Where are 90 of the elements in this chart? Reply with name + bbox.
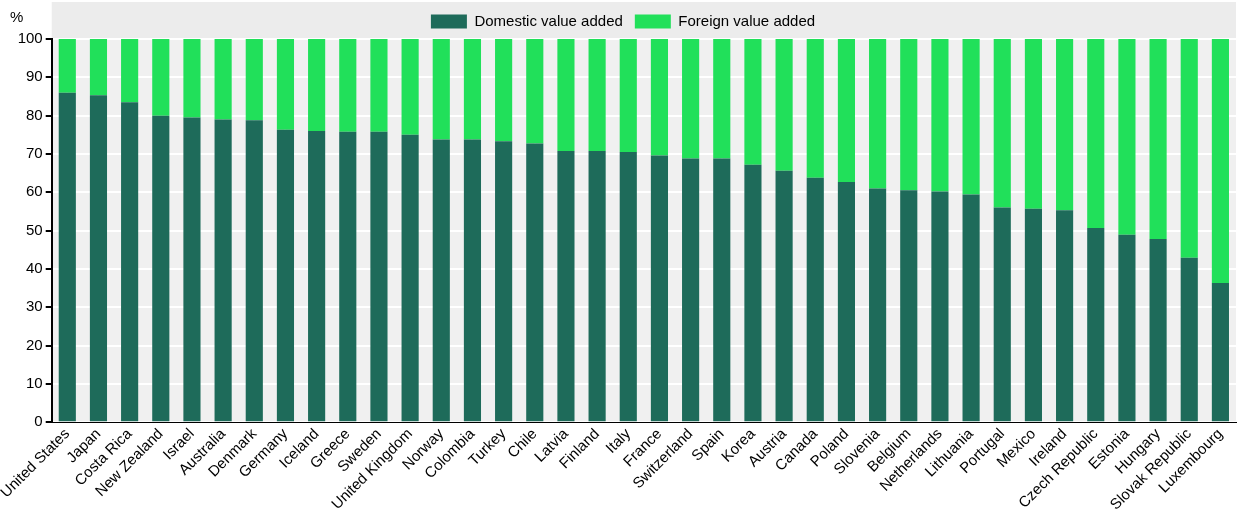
y-tick-label: 50 — [26, 220, 43, 238]
bar — [58, 92, 76, 422]
bar — [775, 39, 793, 171]
bar — [557, 150, 575, 422]
bar — [869, 39, 887, 189]
bar — [214, 119, 232, 422]
bar — [526, 39, 544, 144]
bar — [432, 139, 450, 422]
legend-label: Foreign value added — [678, 11, 816, 29]
bar — [806, 39, 824, 178]
bar — [1149, 239, 1167, 422]
bar — [806, 177, 824, 422]
bar — [713, 158, 731, 422]
bar — [339, 39, 357, 132]
bar — [1024, 39, 1042, 209]
bar — [962, 194, 980, 422]
y-tick-label: 40 — [26, 259, 43, 277]
bar — [183, 117, 201, 422]
bar — [650, 39, 669, 156]
bar — [588, 150, 606, 422]
bar — [1211, 283, 1229, 422]
bar — [588, 39, 606, 151]
y-tick-label: 30 — [26, 297, 43, 315]
bar — [650, 155, 669, 422]
y-tick-label: 10 — [26, 374, 43, 392]
bar — [401, 134, 419, 422]
bar — [619, 152, 637, 422]
bar — [931, 39, 949, 192]
bar — [993, 207, 1011, 422]
bar — [276, 129, 295, 422]
bar — [557, 39, 575, 151]
bar — [744, 164, 762, 422]
bar — [682, 39, 700, 159]
y-tick-label: 80 — [26, 105, 43, 123]
bar — [1087, 227, 1105, 422]
bar — [308, 130, 326, 422]
bar — [152, 39, 170, 116]
bar — [463, 39, 482, 140]
bar — [1118, 39, 1136, 235]
legend-label: Domestic value added — [474, 11, 623, 29]
bar — [1056, 210, 1074, 422]
bar — [214, 39, 232, 120]
y-tick-label: 90 — [26, 67, 43, 85]
bar — [432, 39, 450, 140]
bar — [370, 131, 388, 422]
bar — [744, 39, 762, 165]
bar — [1180, 39, 1198, 258]
y-tick-label: 70 — [26, 144, 43, 162]
bar — [775, 170, 793, 422]
bar — [900, 39, 918, 191]
bar — [1056, 39, 1074, 211]
bar — [152, 115, 170, 422]
bar — [682, 158, 700, 422]
bar — [121, 39, 139, 103]
bar — [993, 39, 1011, 208]
bar — [931, 191, 949, 422]
bar — [370, 39, 388, 132]
y-tick-label: 100 — [17, 29, 43, 47]
bar — [900, 190, 918, 422]
bar — [463, 139, 482, 422]
bar — [962, 39, 980, 195]
bar — [837, 39, 855, 182]
bar — [1024, 208, 1042, 422]
bar — [89, 95, 108, 422]
bar — [245, 120, 263, 422]
y-tick-label: 60 — [26, 182, 43, 200]
bar — [869, 188, 887, 422]
bar — [495, 39, 513, 142]
y-tick-label: 20 — [26, 335, 43, 353]
bar — [495, 141, 513, 422]
bar — [308, 39, 326, 131]
bar — [1149, 39, 1167, 240]
bar — [58, 39, 76, 93]
bar — [526, 143, 544, 422]
bar — [619, 39, 637, 153]
bar — [183, 39, 201, 118]
bar — [1118, 234, 1136, 422]
bar — [121, 102, 139, 422]
bar — [245, 39, 263, 121]
bar — [89, 39, 108, 96]
bar — [339, 131, 357, 422]
bar — [401, 39, 419, 135]
bar — [837, 181, 855, 422]
bar — [1211, 39, 1229, 284]
bar — [276, 39, 295, 130]
bar — [713, 39, 731, 159]
bar — [1087, 39, 1105, 228]
y-tick-label: 0 — [34, 412, 43, 430]
bar — [1180, 257, 1198, 422]
y-axis-title: % — [10, 7, 24, 25]
